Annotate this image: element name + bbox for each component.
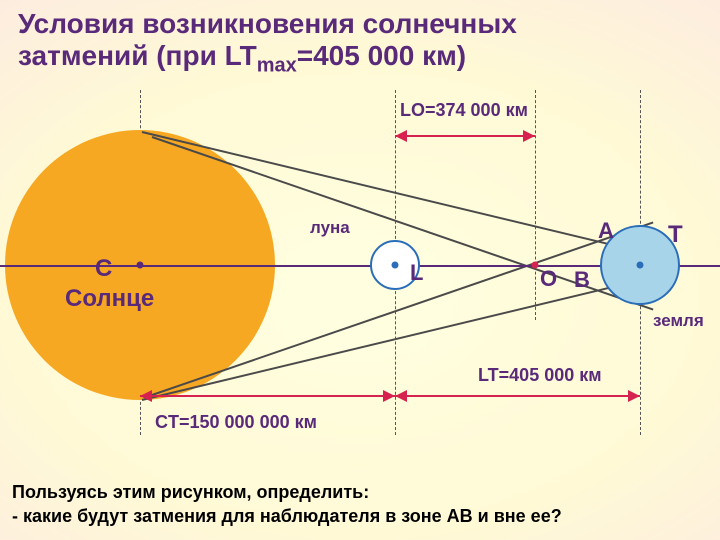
label-C: C [95, 255, 112, 283]
label-LO: LO=374 000 км [400, 100, 528, 121]
label-T: T [668, 221, 683, 249]
page-title: Условия возникновения солнечных затмений… [18, 8, 702, 78]
label-L: L [410, 260, 423, 286]
label-sun: Солнце [65, 285, 154, 313]
label-CT: CT=150 000 000 км [155, 412, 317, 433]
dot-sun [137, 262, 144, 269]
title-line2b: =405 000 км) [297, 40, 466, 71]
question-line1: Пользуясь этим рисунком, определить: [12, 482, 369, 502]
title-line1: Условия возникновения солнечных [18, 8, 517, 39]
dot-o [532, 262, 539, 269]
label-moon: луна [310, 218, 350, 238]
arrow-LO [395, 135, 535, 137]
dot-earth [637, 262, 644, 269]
arrow-LO-right [523, 130, 535, 142]
title-line2a: затмений (при LT [18, 40, 257, 71]
label-B: B [574, 267, 590, 293]
dash-o [535, 90, 536, 320]
arrow-CT-left [140, 390, 152, 402]
label-O: O [540, 266, 557, 292]
label-A: A [598, 218, 614, 244]
question-text: Пользуясь этим рисунком, определить: - к… [12, 481, 708, 528]
arrow-LT-left [395, 390, 407, 402]
arrow-LT-right [628, 390, 640, 402]
label-earth: земля [653, 311, 704, 331]
arrow-CT [140, 395, 395, 397]
arrow-CT-right [383, 390, 395, 402]
arrow-LO-left [395, 130, 407, 142]
label-LT: LT=405 000 км [478, 365, 602, 386]
arrow-LT [395, 395, 640, 397]
question-line2: - какие будут затмения для наблюдателя в… [12, 506, 562, 526]
dot-moon [392, 262, 399, 269]
title-sub: max [257, 55, 297, 77]
